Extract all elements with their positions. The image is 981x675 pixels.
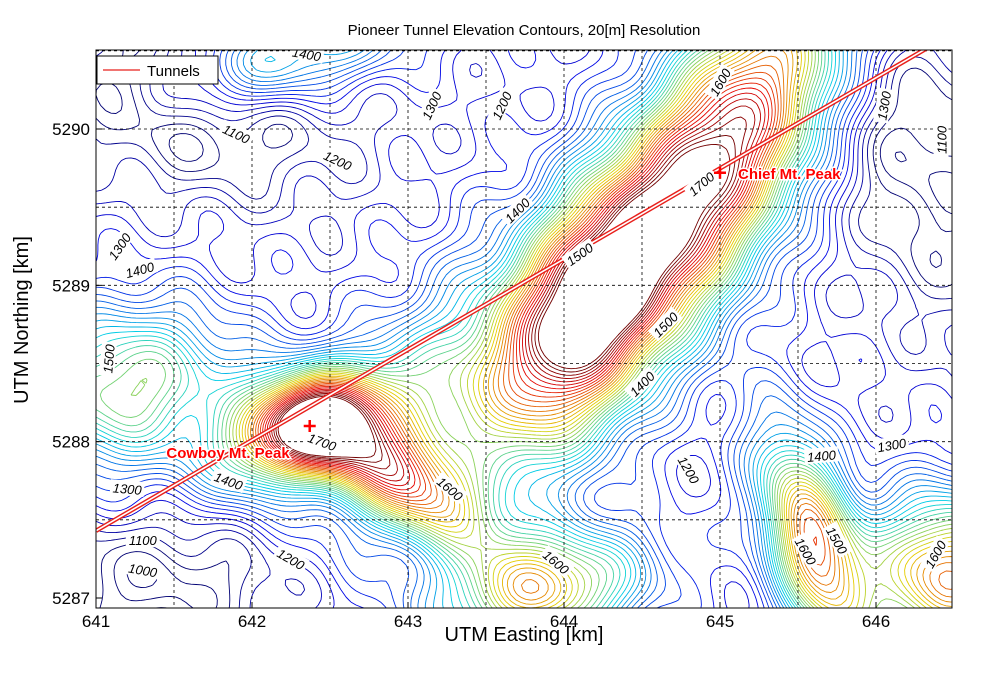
contour-label-background — [303, 428, 341, 455]
contour-line — [247, 50, 952, 607]
contour-line — [238, 50, 952, 608]
contour-line — [273, 116, 747, 470]
contour-line — [259, 77, 817, 546]
legend: Tunnels — [96, 55, 219, 85]
contour-label: 1100 — [125, 532, 160, 548]
contour-label-background — [124, 559, 161, 580]
contour-label: 1400 — [121, 257, 158, 281]
contour-label-background — [624, 366, 659, 401]
contour-label-background — [873, 433, 910, 455]
peak-label-halo: Cowboy Mt. Peak — [166, 445, 290, 462]
x-tick-label: 643 — [394, 612, 422, 631]
contour-label-text: 1300 — [874, 89, 894, 121]
contour-label-text: 1100 — [129, 533, 158, 548]
contour-label-background — [499, 192, 535, 228]
tunnel-line-inner — [96, 50, 926, 532]
contour-label-background — [683, 166, 719, 200]
plot-frame — [95, 49, 953, 609]
contour-label: 1100 — [933, 122, 950, 157]
contour-label-background — [319, 145, 357, 174]
contour-label-background — [432, 471, 469, 505]
contour-label-background — [919, 535, 950, 573]
contour-label-background — [487, 86, 516, 124]
contour-label-text: 1400 — [806, 447, 837, 465]
y-tick-label: 5287 — [52, 589, 90, 608]
legend-label: Tunnels — [147, 63, 200, 80]
peak-label: Chief Mt. Peak — [738, 166, 841, 183]
y-tick-label: 5289 — [52, 276, 90, 295]
contour-label-background — [803, 446, 839, 465]
peak-marker — [303, 420, 316, 433]
contour-label-text: 1100 — [935, 125, 950, 154]
contour-line — [241, 50, 952, 608]
contour-label-text: 1400 — [124, 259, 157, 281]
contour-label-background — [561, 237, 598, 270]
contour-label-text: 1300 — [876, 435, 908, 455]
contour-line — [96, 50, 952, 608]
contour-line — [257, 71, 826, 566]
peak-label-halo: Chief Mt. Peak — [738, 166, 841, 183]
contour-label-background — [647, 306, 683, 342]
contour-label-text: 1500 — [100, 343, 118, 374]
contour-label: 1400 — [803, 446, 839, 465]
peak-marker — [714, 166, 726, 179]
contour-label-text: 1000 — [127, 560, 159, 580]
y-tick-label: 5288 — [52, 433, 90, 452]
contour-line — [130, 50, 952, 608]
contour-label-background — [121, 257, 158, 281]
contour-label: 1300 — [109, 479, 145, 498]
contour-label-text: 1300 — [112, 480, 143, 498]
contour-line — [268, 98, 762, 482]
contour-line — [96, 50, 952, 608]
contour-label: 1300 — [872, 87, 894, 124]
contour-label-background — [674, 451, 705, 489]
contour-label: 1300 — [873, 433, 910, 455]
contour-line — [262, 82, 773, 494]
contour-line — [96, 50, 952, 608]
contour-label-background — [218, 119, 256, 148]
contour-label-background — [872, 87, 894, 124]
tunnel-layer — [96, 50, 929, 533]
peak-label: Cowboy Mt. Peak — [166, 445, 290, 462]
contour-label-background — [704, 63, 735, 101]
contour-label-background — [272, 543, 310, 574]
contour-line — [96, 50, 952, 608]
contour-line — [277, 144, 731, 459]
grid-lines — [96, 50, 952, 608]
contour-label-background — [791, 532, 822, 570]
x-axis-label: UTM Easting [km] — [445, 624, 604, 646]
contour-label: 1500 — [99, 341, 118, 377]
contour-line — [271, 105, 756, 477]
contour-label-background — [288, 50, 325, 64]
contour-line — [96, 50, 952, 608]
chart-title: Pioneer Tunnel Elevation Contours, 20[m]… — [348, 22, 701, 39]
x-tick-label: 642 — [238, 612, 266, 631]
x-tick-label: 644 — [550, 612, 578, 631]
contour-label-background — [210, 467, 248, 494]
axis-ticks: 641 642 643 644 645 646 5287 5288 5289 5290 — [52, 120, 890, 631]
contour-label: 1000 — [124, 559, 161, 580]
contour-label-background — [822, 521, 853, 559]
contour-label-background — [109, 479, 145, 498]
contour-line — [232, 50, 952, 608]
contour-label-background — [416, 86, 445, 124]
contour-line — [264, 87, 770, 491]
contour-label-background — [933, 122, 949, 157]
x-tick-label: 641 — [82, 612, 110, 631]
y-axis-label: UTM Northing [km] — [11, 236, 33, 404]
contour-label-background — [99, 341, 117, 377]
contour-line — [266, 92, 766, 487]
x-tick-label: 646 — [862, 612, 890, 631]
contour-label-background — [538, 544, 575, 579]
contour-line — [96, 50, 952, 608]
contour-label-background — [125, 532, 160, 548]
x-tick-label: 645 — [706, 612, 734, 631]
contour-line — [235, 50, 952, 608]
contour-label-background — [103, 227, 135, 265]
y-tick-label: 5290 — [52, 120, 90, 139]
